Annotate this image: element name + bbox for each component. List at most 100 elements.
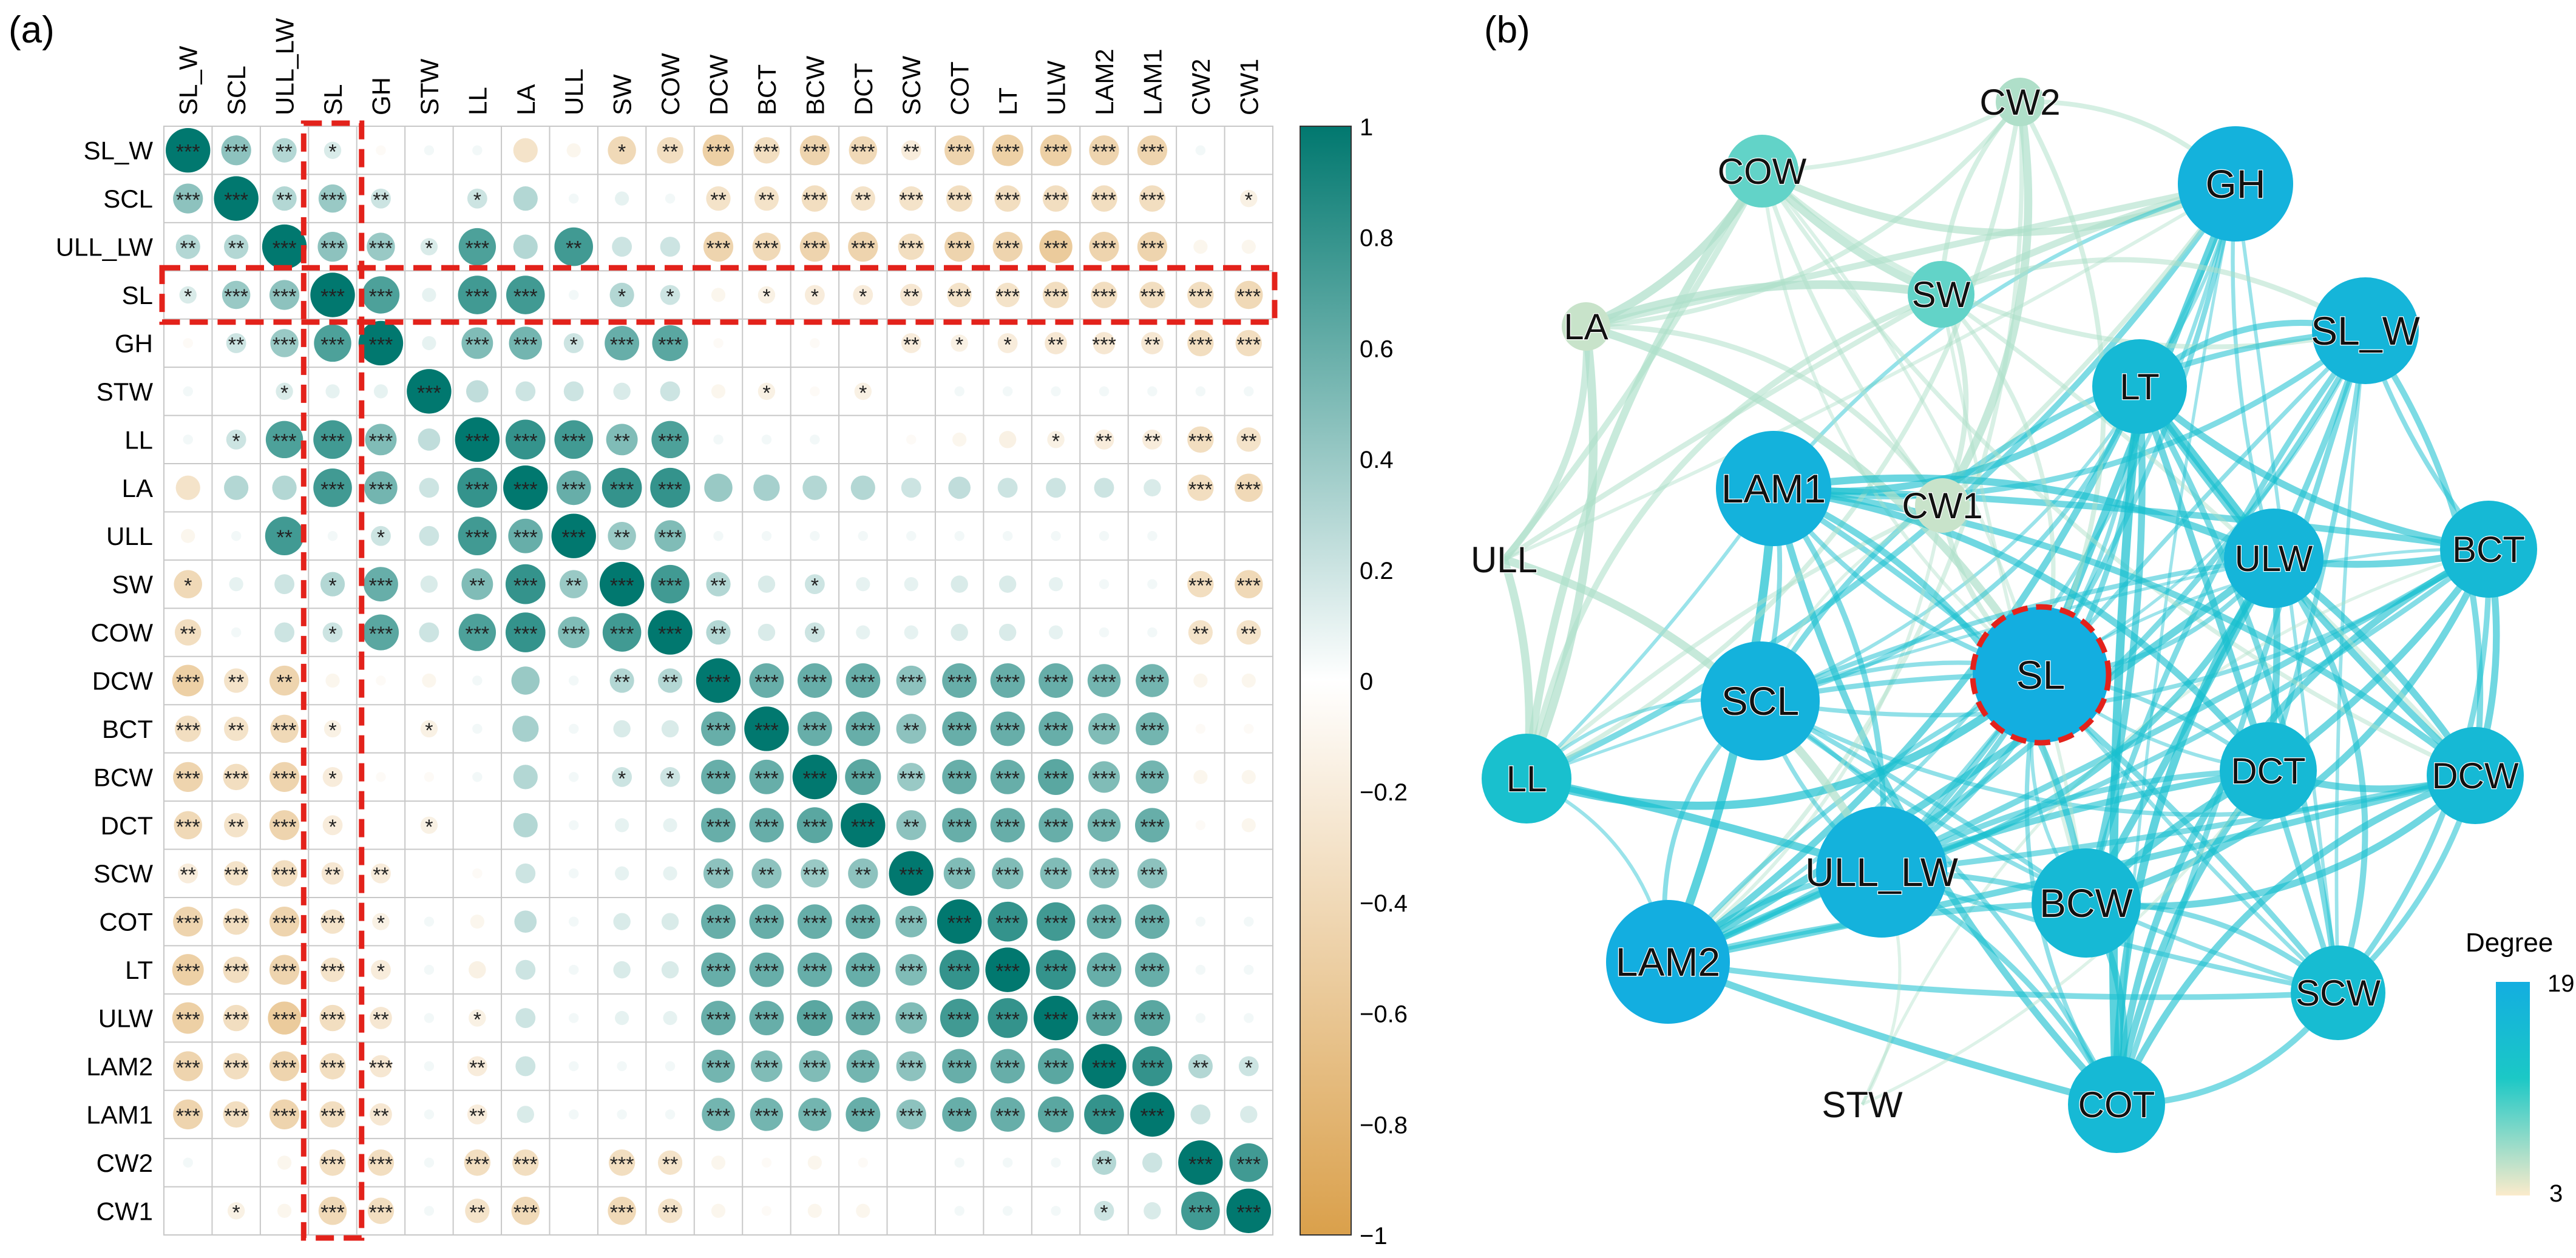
sig-stars: ** bbox=[373, 1009, 388, 1032]
sig-stars: *** bbox=[1141, 719, 1165, 742]
sig-stars: *** bbox=[1044, 1057, 1068, 1080]
sig-stars: *** bbox=[947, 141, 972, 164]
corr-circle-ULL-SW bbox=[608, 521, 636, 550]
corr-circle-STW-GH bbox=[373, 384, 388, 399]
sig-stars: *** bbox=[273, 719, 297, 742]
corr-circle-CW1-BCW bbox=[807, 1203, 822, 1218]
corr-circle-LA-SW bbox=[602, 467, 642, 508]
corr-circle-SL_W-COW bbox=[657, 137, 683, 164]
sig-stars: *** bbox=[176, 1009, 200, 1032]
edge-GH-LL bbox=[1525, 182, 2239, 782]
corr-circle-STW-SCL bbox=[234, 388, 239, 394]
sig-stars: *** bbox=[1092, 864, 1116, 887]
degree-min-label: 3 bbox=[2549, 1180, 2563, 1207]
corr-circle-ULW-ULL bbox=[568, 1013, 579, 1023]
sig-stars: *** bbox=[1141, 960, 1165, 983]
corr-circle-LA-ULL bbox=[556, 470, 591, 506]
node-label-DCT: DCT bbox=[2231, 751, 2305, 791]
corr-circle-DCT-CW1 bbox=[1241, 818, 1256, 833]
sig-stars: * bbox=[811, 575, 819, 598]
sig-stars: *** bbox=[707, 237, 731, 260]
corr-circle-SCL-STW bbox=[426, 196, 432, 201]
edge-COW-SL bbox=[1760, 171, 2042, 677]
corr-circle-SL-ULW bbox=[1042, 282, 1069, 308]
corr-circle-SCL-DCT bbox=[850, 186, 875, 211]
corr-circle-LAM2-COT bbox=[942, 1049, 977, 1084]
corr-circle-COW-LAM2 bbox=[1099, 627, 1110, 638]
corr-circle-LL-BCT bbox=[761, 435, 772, 445]
corr-circle-COT-BCT bbox=[749, 904, 784, 939]
sig-stars: *** bbox=[899, 767, 923, 790]
corr-circle-SCL-LAM2 bbox=[1091, 185, 1117, 212]
corr-circle-LT-DCW bbox=[701, 952, 736, 987]
corr-circle-DCW-DCW bbox=[696, 658, 741, 703]
sig-stars: *** bbox=[995, 1104, 1020, 1128]
node-DCT bbox=[2220, 722, 2317, 819]
edge-ULL-SW bbox=[1502, 292, 1943, 562]
col-label-LT: LT bbox=[994, 87, 1022, 115]
corr-circle-SL_W-DCW bbox=[702, 134, 734, 166]
sig-stars: *** bbox=[1141, 285, 1165, 308]
corr-circle-BCW-STW bbox=[424, 772, 435, 782]
sig-stars: ** bbox=[566, 575, 581, 598]
corr-circle-COT-SL_W bbox=[173, 907, 203, 937]
sig-stars: *** bbox=[1236, 1201, 1261, 1224]
corr-circle-ULL-DCW bbox=[713, 530, 724, 541]
corr-circle-ULL_LW-COT bbox=[944, 231, 975, 262]
sig-stars: *** bbox=[465, 333, 489, 356]
sig-stars: *** bbox=[947, 237, 972, 260]
corr-circle-DCT-ULL bbox=[568, 820, 579, 831]
corr-circle-LT-ULL_LW bbox=[269, 955, 300, 985]
sig-stars: *** bbox=[995, 864, 1020, 887]
corr-circle-CW2-STW bbox=[424, 1157, 435, 1168]
corr-circle-COW-COW bbox=[648, 610, 693, 655]
edge-LA-SW bbox=[1584, 280, 1942, 331]
node-LA bbox=[1562, 302, 1610, 351]
corr-circle-LL-DCT bbox=[860, 437, 866, 442]
sig-stars: ** bbox=[276, 526, 292, 549]
corr-circle-SCW-STW bbox=[426, 871, 432, 876]
colorbar-tick-label: −0.6 bbox=[1360, 1001, 1408, 1028]
corr-circle-DCW-ULW bbox=[1039, 663, 1073, 698]
corr-circle-LL-LA bbox=[505, 419, 546, 460]
sig-stars: *** bbox=[465, 430, 489, 453]
node-label-GH: GH bbox=[2206, 161, 2266, 206]
row-label-BCW: BCW bbox=[93, 763, 153, 791]
sig-stars: * bbox=[328, 141, 336, 164]
node-label-BCT: BCT bbox=[2452, 529, 2525, 570]
corr-circle-SCL-LL bbox=[467, 188, 487, 209]
sig-stars: *** bbox=[995, 237, 1020, 260]
corr-circle-CW1-LAM2 bbox=[1094, 1200, 1114, 1221]
sig-stars: *** bbox=[1092, 912, 1116, 935]
sig-stars: *** bbox=[803, 864, 827, 887]
corr-circle-LAM1-DCW bbox=[702, 1098, 735, 1131]
corr-circle-DCT-BCW bbox=[796, 807, 833, 844]
corr-circle-ULL_LW-SCW bbox=[898, 233, 924, 260]
sig-stars: *** bbox=[1236, 1153, 1261, 1176]
corr-circle-SL-COT bbox=[947, 282, 972, 308]
node-label-ULL_LW: ULL_LW bbox=[1805, 850, 1959, 894]
corr-circle-ULL-DCT bbox=[858, 530, 869, 541]
corr-circle-LA-BCT bbox=[753, 475, 780, 501]
corr-circle-STW-COW bbox=[660, 381, 680, 402]
edge-COW-CW1 bbox=[1760, 170, 1944, 507]
corr-circle-BCT-DCT bbox=[846, 711, 881, 746]
corr-circle-BCW-SCL bbox=[223, 763, 249, 791]
sig-stars: *** bbox=[995, 1009, 1020, 1032]
corr-circle-SL-LAM1 bbox=[1139, 282, 1166, 308]
sig-stars: *** bbox=[320, 1057, 345, 1080]
matrix-cells: *** *** ** * * ** *** *** *** *** ** *** *** *** *** **… bbox=[166, 128, 1271, 1233]
corr-circle-LL-LAM2 bbox=[1094, 429, 1114, 450]
corr-circle-GH-LAM2 bbox=[1093, 332, 1116, 354]
sig-stars: *** bbox=[514, 526, 538, 549]
corr-circle-DCT-LAM1 bbox=[1134, 808, 1170, 843]
edge-SCW-LT bbox=[2137, 385, 2341, 993]
corr-circle-LT-COT bbox=[939, 950, 980, 990]
corr-circle-LL-COT bbox=[952, 432, 967, 447]
corr-circle-SL_W-CW1 bbox=[1246, 147, 1252, 153]
corr-circle-ULL-LA bbox=[508, 518, 543, 553]
sig-stars: *** bbox=[1092, 719, 1116, 742]
row-label-ULL_LW: ULL_LW bbox=[56, 233, 154, 262]
sig-stars: *** bbox=[561, 430, 586, 453]
corr-circle-LAM1-LA bbox=[517, 1106, 534, 1123]
